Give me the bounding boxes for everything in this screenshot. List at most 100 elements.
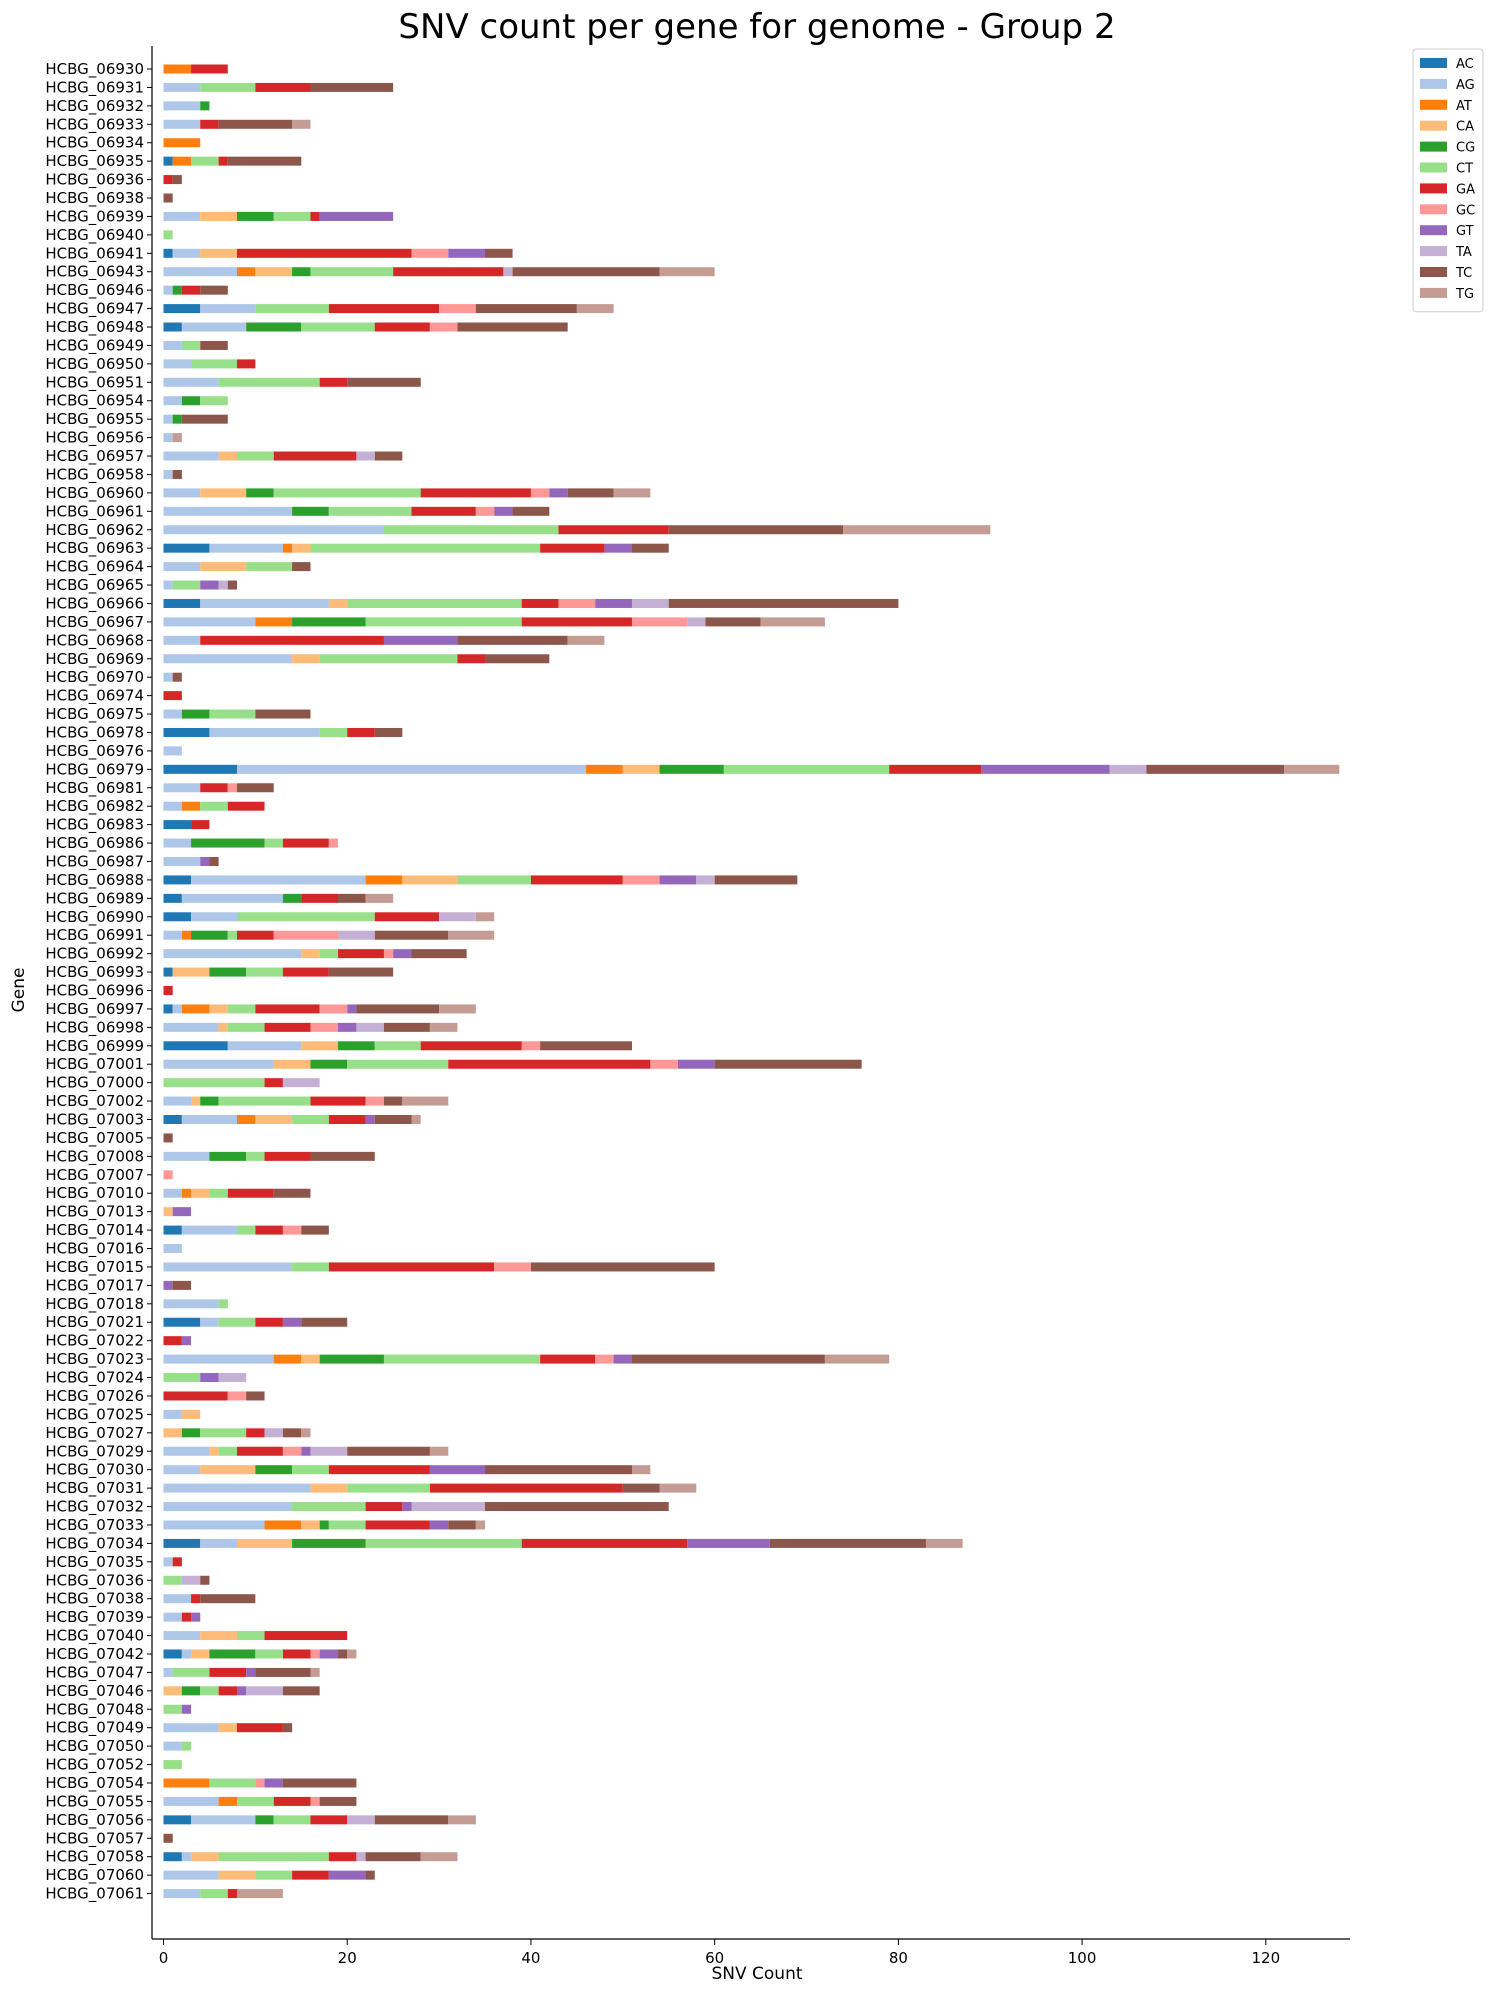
bar-row xyxy=(163,1833,173,1843)
bar-segment-ag xyxy=(163,1612,182,1622)
bar-segment-ca xyxy=(301,1041,339,1051)
bar-segment-ct xyxy=(163,1078,265,1088)
legend-swatch xyxy=(1420,204,1447,215)
bar-segment-ag xyxy=(163,211,201,221)
bar-row xyxy=(163,1280,192,1290)
bar-segment-gt xyxy=(319,1649,339,1659)
bar-segment-ag xyxy=(163,1870,219,1880)
bar-segment-gc xyxy=(521,1041,541,1051)
bar-segment-tc xyxy=(181,414,228,424)
y-tick-label: HCBG_06996 xyxy=(45,982,144,1001)
bar-segment-ga xyxy=(255,1004,320,1014)
bar-segment-gt xyxy=(429,1520,449,1530)
bar-segment-ga xyxy=(328,1852,357,1862)
bar-segment-ac xyxy=(163,820,192,830)
bar-row xyxy=(163,1612,201,1622)
chart-title: SNV count per gene for genome - Group 2 xyxy=(398,7,1115,47)
bar-segment-ag xyxy=(200,598,329,608)
bar-segment-at xyxy=(172,156,192,166)
bar-segment-ct xyxy=(347,598,522,608)
bar-segment-ac xyxy=(163,1317,201,1327)
bar-segment-ga xyxy=(301,893,339,903)
bar-segment-ga xyxy=(328,304,440,314)
bar-segment-ag xyxy=(163,1483,311,1493)
bar-segment-tg xyxy=(429,1446,449,1456)
bar-segment-ca xyxy=(255,1115,293,1125)
bar-segment-ag xyxy=(163,488,201,498)
bar-segment-at xyxy=(365,875,403,885)
bar-segment-ga xyxy=(429,1483,623,1493)
bar-segment-tc xyxy=(338,1649,348,1659)
bar-row xyxy=(163,82,394,92)
y-tick-label: HCBG_06962 xyxy=(45,521,144,540)
bar-segment-ga xyxy=(236,1723,283,1733)
bar-segment-ct xyxy=(218,377,320,387)
bar-segment-ga xyxy=(521,1538,688,1548)
legend: AC AG AT CA CG CT GA GC GT TA TC TG xyxy=(1412,48,1484,313)
y-tick-label: HCBG_06990 xyxy=(45,908,144,927)
bar-segment-tc xyxy=(310,1151,375,1161)
y-tick-label: HCBG_07005 xyxy=(45,1129,144,1148)
bar-segment-ct xyxy=(292,1262,329,1272)
bar-segment-ct xyxy=(273,488,421,498)
y-tick-label: HCBG_06956 xyxy=(45,429,144,448)
bar-segment-tc xyxy=(512,506,550,516)
bar-segment-ag xyxy=(163,340,182,350)
bar-row xyxy=(163,764,1340,774)
bar-segment-gc xyxy=(319,1004,348,1014)
bar-segment-tg xyxy=(475,912,495,922)
bar-segment-at xyxy=(236,267,256,277)
bar-segment-tg xyxy=(365,893,394,903)
bar-row xyxy=(163,359,256,369)
bar-segment-ga xyxy=(457,654,486,664)
bar-segment-ga xyxy=(246,1428,265,1438)
bar-segment-ga xyxy=(163,691,182,701)
bar-row xyxy=(163,1741,192,1751)
bar-segment-ta xyxy=(503,267,513,277)
bar-row xyxy=(163,727,403,737)
bar-segment-ag xyxy=(191,912,237,922)
bar-segment-ga xyxy=(282,1649,311,1659)
bar-segment-ga xyxy=(236,930,274,940)
bar-segment-cg xyxy=(236,211,274,221)
bar-segment-ga xyxy=(328,1465,430,1475)
bar-segment-ag xyxy=(163,1631,201,1641)
bar-segment-ag xyxy=(163,617,256,627)
y-tick-label: HCBG_07042 xyxy=(45,1645,144,1664)
bar-segment-ga xyxy=(365,1502,403,1512)
y-tick-label: HCBG_06966 xyxy=(45,594,144,613)
y-tick-labels: HCBG_06930HCBG_06931HCBG_06932HCBG_06933… xyxy=(45,60,152,1904)
bar-segment-ag xyxy=(163,285,173,295)
bar-segment-ga xyxy=(310,1815,348,1825)
bar-segment-ga xyxy=(273,1796,311,1806)
bar-segment-ag xyxy=(163,1667,173,1677)
y-tick-label: HCBG_07021 xyxy=(45,1313,144,1332)
bar-segment-ct xyxy=(319,654,458,664)
bar-segment-ct xyxy=(227,1022,265,1032)
y-tick-label: HCBG_06981 xyxy=(45,779,144,798)
bar-segment-ca xyxy=(209,1446,219,1456)
bar-segment-ct xyxy=(328,506,412,516)
y-tick-label: HCBG_07015 xyxy=(45,1258,144,1277)
bar-segment-cg xyxy=(282,893,302,903)
bar-segment-ga xyxy=(236,248,412,258)
bar-segment-cg xyxy=(181,396,201,406)
bars-layer xyxy=(163,64,1340,1899)
bar-segment-ga xyxy=(264,1631,348,1641)
bar-row xyxy=(163,193,173,203)
bar-segment-gc xyxy=(650,1059,678,1069)
y-tick-label: HCBG_07050 xyxy=(45,1737,144,1756)
bar-segment-tc xyxy=(622,1483,660,1493)
bar-row xyxy=(163,1686,320,1696)
y-tick-label: HCBG_06930 xyxy=(45,60,144,79)
bar-segment-gt xyxy=(659,875,697,885)
legend-item-tc: TC xyxy=(1420,266,1472,281)
bar-segment-cg xyxy=(292,506,329,516)
legend-item-ta: TA xyxy=(1420,245,1472,260)
y-tick-label: HCBG_06947 xyxy=(45,300,144,319)
bar-segment-ag xyxy=(172,248,201,258)
y-tick-label: HCBG_06970 xyxy=(45,668,144,687)
bar-segment-ag xyxy=(163,1262,293,1272)
bar-segment-gt xyxy=(200,1373,219,1383)
y-tick-label: HCBG_06976 xyxy=(45,742,144,761)
